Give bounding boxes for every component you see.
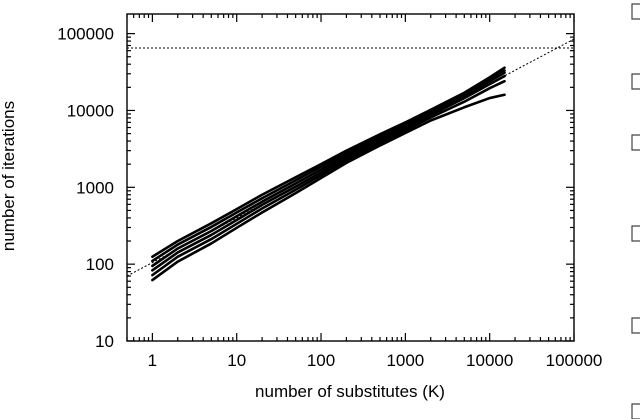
clipped-edge-marks bbox=[631, 3, 640, 419]
x-tick-label: 10 bbox=[227, 351, 246, 370]
edge-bracket-mark bbox=[631, 225, 640, 242]
axis-ticks bbox=[126, 14, 575, 342]
series-line-3 bbox=[151, 71, 506, 268]
plot-frame bbox=[126, 13, 575, 342]
y-axis-title: number of iterations bbox=[0, 101, 18, 251]
edge-bracket-mark bbox=[631, 3, 640, 20]
tick-labels: 1 10 100 1000 10000 100000 10 100 1000 10000 10000… bbox=[57, 25, 602, 370]
x-tick-label: 1000 bbox=[386, 351, 424, 370]
x-axis-title: number of substitutes (K) bbox=[255, 382, 445, 401]
edge-bracket-mark bbox=[631, 73, 640, 90]
x-tick-label: 10000 bbox=[466, 351, 513, 370]
series-line-6 bbox=[151, 93, 506, 282]
series-line-4 bbox=[151, 74, 506, 272]
y-tick-label: 10000 bbox=[67, 101, 114, 120]
series-lines bbox=[151, 66, 506, 282]
series-line-2 bbox=[151, 69, 506, 263]
y-tick-label: 1000 bbox=[76, 178, 114, 197]
edge-bracket-mark bbox=[631, 134, 640, 151]
x-tick-label: 100 bbox=[307, 351, 335, 370]
y-tick-label: 100 bbox=[86, 255, 114, 274]
x-tick-label: 100000 bbox=[546, 351, 603, 370]
edge-bracket-mark bbox=[631, 403, 640, 419]
series-line-5 bbox=[151, 79, 506, 277]
y-tick-label: 100000 bbox=[57, 25, 114, 44]
edge-bracket-mark bbox=[631, 317, 640, 334]
y-tick-label: 10 bbox=[95, 332, 114, 351]
x-tick-label: 1 bbox=[148, 351, 157, 370]
